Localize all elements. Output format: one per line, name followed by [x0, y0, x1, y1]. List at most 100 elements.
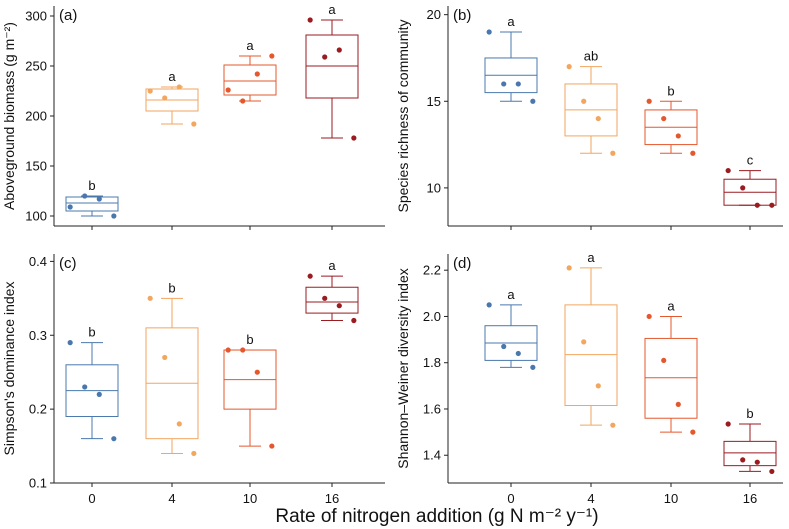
data-point [515, 81, 521, 87]
data-point [82, 384, 88, 390]
panel-d: 1.4 1.6 1.8 2.0 2.2 0 4 10 16 Shannon–Weiner dive… [395, 250, 783, 506]
significance-letter: a [246, 38, 254, 53]
panel-label: (d) [453, 255, 471, 272]
y-tick-label: 1.8 [423, 355, 441, 370]
data-point [501, 343, 507, 350]
panel-b: 10 15 20 Species richness of community (b) a a… [395, 6, 783, 230]
data-point [566, 64, 572, 70]
y-axis-label: Shannon–Weiner diversity index [395, 268, 411, 469]
significance-letter: ab [584, 49, 598, 64]
x-tick-label: 10 [664, 491, 678, 506]
box-group-16: c [723, 153, 777, 208]
data-point [530, 98, 536, 104]
data-point [486, 29, 492, 35]
data-point [147, 88, 153, 94]
data-point [162, 354, 168, 361]
panel-label: (a) [59, 7, 77, 24]
y-tick-label: 250 [25, 59, 47, 74]
data-point [96, 391, 102, 397]
box-group-10: a [644, 298, 698, 435]
y-tick-label: 1.4 [423, 448, 441, 463]
panel-label: (b) [453, 7, 471, 24]
data-point [67, 340, 73, 346]
box-group-16: a [305, 2, 359, 141]
x-axis-label: Rate of nitrogen addition (g N m⁻² y⁻¹) [275, 506, 598, 527]
significance-letter: a [168, 69, 176, 84]
data-point [162, 95, 168, 101]
data-point [307, 273, 313, 279]
x-tick-label: 4 [587, 491, 594, 506]
data-point [595, 115, 601, 122]
data-point [191, 450, 197, 457]
data-point [322, 295, 328, 301]
data-point [111, 436, 117, 442]
box-group-16: b [723, 406, 777, 475]
data-point [322, 54, 328, 60]
box-group-4: ab [564, 49, 618, 156]
significance-letter: b [746, 406, 753, 421]
data-point [307, 17, 313, 23]
y-axis-label: Species richness of community [395, 20, 411, 213]
data-point [225, 87, 231, 93]
data-point [595, 383, 601, 389]
box [305, 286, 359, 314]
significance-letter: b [667, 83, 674, 98]
y-tick-label: 0.4 [29, 254, 47, 269]
y-axis-label: Simpson's dominance index [1, 282, 17, 456]
data-point [725, 421, 731, 427]
significance-letter: b [246, 332, 253, 347]
y-tick-label: 300 [25, 9, 47, 24]
x-tick-label: 16 [743, 491, 757, 506]
data-point [530, 364, 536, 370]
significance-letter: a [507, 287, 515, 302]
box-group-10: a [223, 38, 277, 104]
data-point [581, 98, 587, 104]
data-point [191, 121, 197, 127]
data-point [240, 98, 246, 104]
y-tick-label: 200 [25, 109, 47, 124]
box [723, 440, 777, 467]
significance-letter: a [507, 14, 515, 29]
data-point [96, 196, 102, 202]
y-axis-label: Aboveground biomass (g m⁻²) [1, 22, 17, 210]
significance-letter: a [328, 2, 336, 17]
panel-c: 0.1 0.2 0.3 0.4 0 4 10 16 Simpson's dominance in… [1, 254, 385, 506]
data-point [176, 421, 182, 427]
y-tick-label: 100 [25, 209, 47, 224]
box [223, 64, 277, 96]
x-tick-label: 4 [168, 491, 175, 506]
box-group-4: a [564, 250, 618, 428]
significance-letter: b [168, 280, 175, 295]
data-point [690, 150, 696, 156]
box-group-0: b [65, 325, 119, 442]
significance-letter: a [667, 298, 675, 313]
box-group-10: b [223, 332, 277, 449]
data-point [646, 98, 652, 104]
y-tick-label: 0.2 [29, 402, 47, 417]
box-group-0: a [484, 287, 538, 370]
data-point [610, 422, 616, 428]
y-tick-label: 1.6 [423, 401, 441, 416]
y-tick-label: 10 [427, 180, 441, 195]
box [564, 304, 618, 407]
box-group-4: b [145, 280, 199, 457]
data-point [581, 339, 587, 345]
data-point [225, 347, 231, 353]
box-group-0: a [484, 14, 538, 104]
x-tick-label: 0 [88, 491, 95, 506]
data-point [351, 317, 357, 324]
data-point [67, 204, 73, 210]
y-tick-label: 2.0 [423, 309, 441, 324]
data-point [690, 429, 696, 435]
panel-label: (c) [59, 255, 77, 272]
data-point [725, 167, 731, 174]
data-point [661, 357, 667, 364]
y-tick-label: 0.3 [29, 328, 47, 343]
data-point [351, 135, 357, 141]
data-point [646, 313, 652, 320]
significance-letter: a [587, 250, 595, 265]
box-group-4: a [145, 69, 199, 127]
data-point [336, 47, 342, 53]
data-point [740, 457, 746, 463]
